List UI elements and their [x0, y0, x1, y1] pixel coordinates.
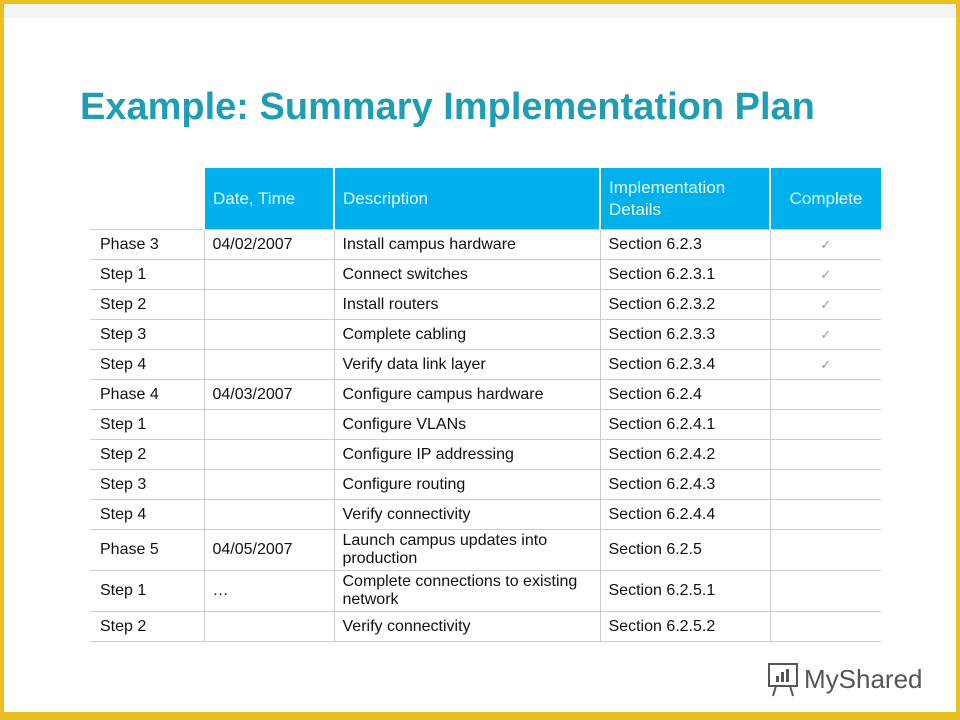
row-implementation: Section 6.2.4.3: [599, 469, 770, 500]
row-description: Launch campus updates into production: [333, 529, 600, 571]
row-complete-check: [769, 499, 881, 530]
row-date: [203, 611, 334, 642]
myshared-logo: MyShared: [766, 660, 923, 698]
row-description: Verify connectivity: [333, 611, 600, 642]
header-complete: Complete: [769, 168, 881, 230]
header-date: Date, Time: [203, 168, 334, 230]
row-complete-check: ✓: [769, 349, 881, 380]
row-date: [203, 349, 334, 380]
row-item: Step 1: [90, 570, 204, 612]
row-date: [203, 469, 334, 500]
logo-text: MyShared: [804, 663, 923, 694]
row-implementation: Section 6.2.3.1: [599, 259, 770, 290]
table-row: Step 3 Configure routing Section 6.2.4.3: [90, 469, 881, 500]
row-item: Step 2: [90, 439, 204, 470]
row-item: Phase 5: [90, 529, 204, 571]
row-implementation: Section 6.2.5.1: [599, 570, 770, 612]
table-row: Step 2 Configure IP addressing Section 6.2…: [90, 439, 881, 470]
row-complete-check: ✓: [769, 259, 881, 290]
row-implementation: Section 6.2.5.2: [599, 611, 770, 642]
row-item: Step 1: [90, 409, 204, 440]
top-bar: [4, 4, 956, 18]
row-item: Step 4: [90, 349, 204, 380]
row-item: Phase 3: [90, 229, 204, 260]
row-date: 04/05/2007: [203, 529, 334, 571]
row-date: [203, 289, 334, 320]
row-description: Install routers: [333, 289, 600, 320]
row-date: [203, 439, 334, 470]
table-row: Step 3 Complete cabling Section 6.2.3.3 ✓: [90, 319, 881, 350]
row-complete-check: [769, 439, 881, 470]
row-item: Step 1: [90, 259, 204, 290]
row-date: [203, 499, 334, 530]
row-complete-check: [769, 469, 881, 500]
row-item: Phase 4: [90, 379, 204, 410]
row-description: Complete cabling: [333, 319, 600, 350]
header-item: [90, 168, 204, 230]
row-item: Step 2: [90, 289, 204, 320]
table-row: Step 2 Verify connectivity Section 6.2.5.2: [90, 611, 881, 642]
table-row: Step 1… Complete connections to existing …: [90, 570, 881, 612]
row-implementation: Section 6.2.4.1: [599, 409, 770, 440]
row-item: Step 4: [90, 499, 204, 530]
row-description: Configure IP addressing: [333, 439, 600, 470]
table-row: Phase 5 04/05/2007 Launch campus updates i…: [90, 529, 881, 571]
table-row: Step 1 Configure VLANs Section 6.2.4.1: [90, 409, 881, 440]
row-complete-check: ✓: [769, 229, 881, 260]
table-row: Step 4 Verify data link layer Section 6.2.…: [90, 349, 881, 380]
row-date: 04/02/2007: [203, 229, 334, 260]
row-item: Step 3: [90, 319, 204, 350]
row-complete-check: ✓: [769, 319, 881, 350]
row-implementation: Section 6.2.3.3: [599, 319, 770, 350]
row-description: Configure campus hardware: [333, 379, 600, 410]
implementation-plan-table: Date, Time Description Implementation De…: [90, 168, 881, 642]
row-description: Complete connections to existing network: [333, 570, 600, 612]
row-date: [203, 319, 334, 350]
row-date: [203, 259, 334, 290]
row-complete-check: ✓: [769, 289, 881, 320]
header-implementation: Implementation Details: [599, 168, 770, 230]
row-complete-check: [769, 409, 881, 440]
row-description: Configure VLANs: [333, 409, 600, 440]
row-complete-check: [769, 570, 881, 612]
row-description: Verify connectivity: [333, 499, 600, 530]
slide: Example: Summary Implementation Plan Dat…: [4, 4, 956, 712]
row-complete-check: [769, 529, 881, 571]
row-implementation: Section 6.2.3.4: [599, 349, 770, 380]
row-implementation: Section 6.2.3.2: [599, 289, 770, 320]
slide-title: Example: Summary Implementation Plan: [80, 86, 815, 128]
row-description: Verify data link layer: [333, 349, 600, 380]
row-implementation: Section 6.2.4: [599, 379, 770, 410]
row-implementation: Section 6.2.3: [599, 229, 770, 260]
presentation-board-icon: [768, 663, 798, 697]
row-implementation: Section 6.2.4.4: [599, 499, 770, 530]
row-description: Configure routing: [333, 469, 600, 500]
table-header-row: Date, Time Description Implementation De…: [90, 168, 881, 230]
header-description: Description: [333, 168, 600, 230]
row-item: Step 3: [90, 469, 204, 500]
row-item: Step 2: [90, 611, 204, 642]
table-row: Phase 4 04/03/2007 Configure campus hardwa…: [90, 379, 881, 410]
table-row: Step 1 Connect switches Section 6.2.3.1 ✓: [90, 259, 881, 290]
row-date: [203, 409, 334, 440]
row-description: Install campus hardware: [333, 229, 600, 260]
row-description: Connect switches: [333, 259, 600, 290]
table-row: Phase 3 04/02/2007 Install campus hardware…: [90, 229, 881, 260]
row-implementation: Section 6.2.5: [599, 529, 770, 571]
row-complete-check: [769, 611, 881, 642]
table-row: Step 4 Verify connectivity Section 6.2.4.4: [90, 499, 881, 530]
row-date: …: [203, 570, 334, 612]
row-date: 04/03/2007: [203, 379, 334, 410]
row-implementation: Section 6.2.4.2: [599, 439, 770, 470]
row-complete-check: [769, 379, 881, 410]
table-row: Step 2 Install routers Section 6.2.3.2 ✓: [90, 289, 881, 320]
